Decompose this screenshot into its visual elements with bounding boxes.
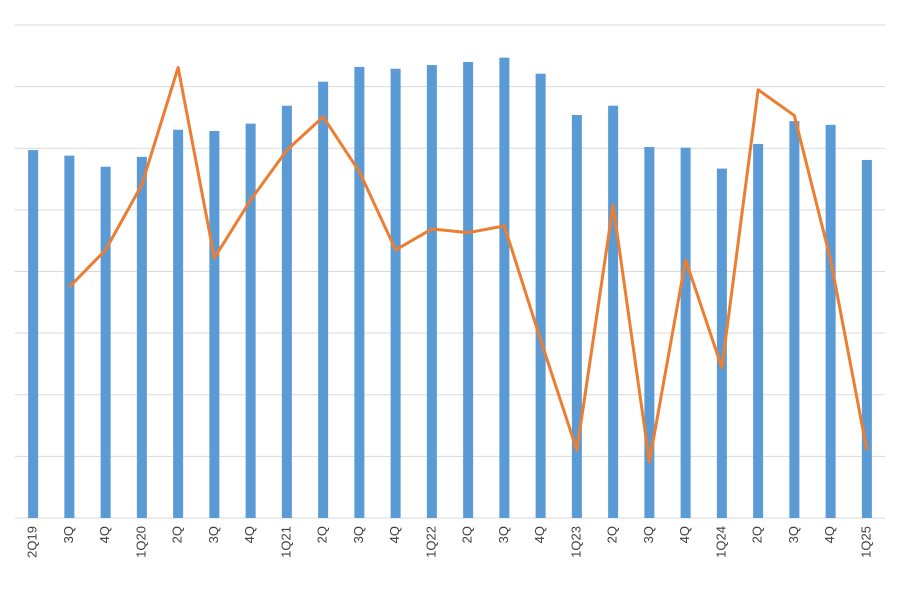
x-tick-label: 4Q [387,526,402,543]
x-tick-label: 4Q [532,526,547,543]
x-tick-label: 1Q24 [713,526,728,558]
x-tick-label: 4Q [242,526,257,543]
bar [789,121,800,518]
bar [318,81,329,518]
bar [281,105,292,518]
x-tick-label: 3Q [786,526,801,543]
x-tick-label: 3Q [206,526,221,543]
x-tick-label: 1Q25 [858,526,873,558]
bar [463,61,474,518]
x-tick-label: 4Q [97,526,112,543]
bar [753,143,764,518]
x-tick-label: 3Q [496,526,511,543]
x-tick-label: 1Q23 [568,526,583,558]
bar [608,105,619,518]
bar [825,124,836,519]
bar [354,66,365,518]
x-tick-label: 3Q [61,526,76,543]
bar [716,168,727,518]
bar [64,155,75,518]
bar [390,68,401,518]
bar [499,57,510,518]
bar [644,147,655,518]
bar [571,114,582,518]
bar [173,129,184,518]
x-tick-label: 1Q22 [423,526,438,558]
bar [28,150,39,518]
line [68,66,869,464]
x-tick-label: 2Q [605,526,620,543]
x-tick-label: 2Q19 [25,526,40,558]
bar [861,159,872,519]
x-tick-label: 1Q21 [278,526,293,558]
x-tick-label: 4Q [677,526,692,543]
x-tick-label: 1Q20 [133,526,148,558]
x-tick-label: 3Q [641,526,656,543]
x-tick-label: 2Q [170,526,185,543]
bar [209,130,220,518]
bar [136,156,147,518]
bar [680,147,691,519]
x-tick-label: 2Q [460,526,475,543]
x-tick-label: 3Q [351,526,366,543]
x-tick-label: 4Q [822,526,837,543]
x-tick-label: 2Q [750,526,765,543]
x-tick-label: 2Q [315,526,330,543]
bar [100,166,111,519]
bar [245,123,256,518]
bar [426,65,437,519]
bar [535,73,546,518]
